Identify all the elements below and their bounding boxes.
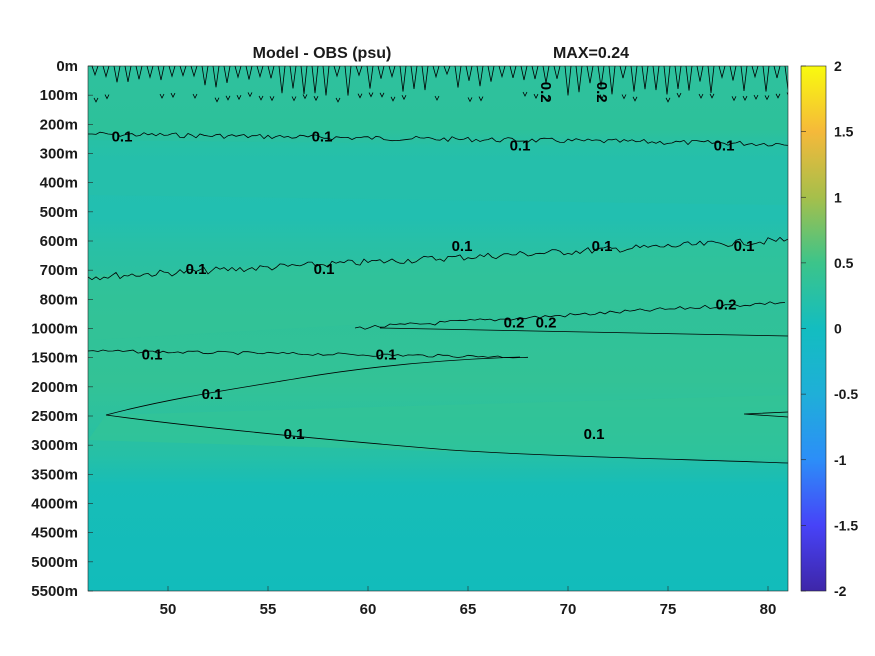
contour-label: 0.2 [504, 315, 525, 332]
y-tick-label: 300m [40, 146, 78, 163]
contour-line-deep-lower [105, 414, 788, 464]
contour-label: 0.1 [734, 238, 755, 255]
y-tick-label: 4500m [31, 525, 78, 542]
colorbar-tick-label: 1.5 [834, 124, 854, 140]
contour-line-top [91, 66, 788, 103]
x-tick-label: 75 [660, 601, 677, 618]
y-axis: 0m 100m 200m 300m 400m 500m 600m 700m 800m 1000m 1… [31, 58, 93, 600]
max-annotation: MAX=0.24 [553, 45, 629, 62]
plot-area: 0.1 0.1 0.1 0.1 0.1 0.1 0.1 0.1 0.1 0.2 0.2 0.2 0.1 0… [88, 66, 788, 591]
colorbar-tick-label: 0.5 [834, 255, 854, 271]
y-tick-label: 200m [40, 116, 78, 133]
colorbar-tick-label: -1 [834, 452, 847, 468]
x-tick-label: 55 [260, 601, 277, 618]
colorbar-ticks: 2 1.5 1 0.5 0 -0.5 -1 -1.5 -2 [801, 58, 858, 599]
field-band-mid [88, 240, 788, 340]
colorbar-tick-label: 0 [834, 321, 842, 337]
contour-line-300m [88, 131, 788, 147]
x-tick-label: 65 [460, 601, 477, 618]
x-tick-label: 50 [160, 601, 177, 618]
colorbar-tick-label: 2 [834, 58, 842, 74]
contour-label: 0.1 [314, 261, 335, 278]
contour-line-700m [88, 236, 788, 281]
contour-label: 0.2 [716, 296, 737, 313]
contour-label: 0.1 [312, 128, 333, 145]
contour-label: 0.1 [714, 138, 735, 155]
field-band-upper [88, 140, 788, 205]
contour-label: 0.1 [592, 238, 613, 255]
contour-label: 0.1 [510, 138, 531, 155]
contour-label: 0.2 [593, 82, 610, 103]
y-tick-label: 1000m [31, 321, 78, 338]
contour-labels: 0.1 0.1 0.1 0.1 0.1 0.1 0.1 0.1 0.1 0.2 0.2 0.2 0.1 0… [112, 82, 755, 443]
y-tick-label: 4000m [31, 496, 78, 513]
y-tick-label: 700m [40, 262, 78, 279]
y-tick-label: 5000m [31, 554, 78, 571]
x-tick-label: 70 [560, 601, 577, 618]
y-tick-label: 500m [40, 204, 78, 221]
contour-label: 0.1 [284, 426, 305, 443]
contour-label: 0.1 [112, 128, 133, 145]
colorbar-tick-label: -2 [834, 583, 847, 599]
contour-line-1000m [354, 301, 788, 337]
y-tick-label: 1500m [31, 350, 78, 367]
contour-label: 0.1 [186, 261, 207, 278]
contour-label: 0.2 [537, 82, 554, 103]
colorbar: 2 1.5 1 0.5 0 -0.5 -1 -1.5 -2 [800, 58, 858, 599]
colorbar-tick-label: -1.5 [834, 517, 858, 533]
contour-line-1500m [88, 349, 529, 359]
contour-line-right-tip [743, 411, 788, 418]
colorbar-tick-label: 1 [834, 189, 842, 205]
colorbar-tick-label: -0.5 [834, 386, 858, 402]
y-tick-label: 600m [40, 233, 78, 250]
y-tick-label: 0m [56, 58, 78, 75]
y-tick-label: 100m [40, 87, 78, 104]
y-tick-label: 3000m [31, 437, 78, 454]
contour-lines [88, 66, 788, 464]
contour-label: 0.1 [142, 347, 163, 364]
x-axis: 50 55 60 65 70 75 80 [160, 586, 777, 618]
y-tick-label: 5500m [31, 583, 78, 600]
y-tick-label: 2000m [31, 379, 78, 396]
contour-label: 0.1 [376, 347, 397, 364]
contour-label: 0.1 [202, 386, 223, 403]
contour-label: 0.1 [584, 426, 605, 443]
field-band-deep [88, 395, 788, 462]
contour-label: 0.2 [536, 315, 557, 332]
contour-label: 0.1 [452, 238, 473, 255]
y-tick-label: 800m [40, 291, 78, 308]
x-tick-label: 80 [760, 601, 777, 618]
y-tick-label: 2500m [31, 408, 78, 425]
contour-line-deep [105, 356, 521, 416]
x-tick-label: 60 [360, 601, 377, 618]
y-tick-label: 3500m [31, 466, 78, 483]
y-tick-label: 400m [40, 175, 78, 192]
chart-title: Model - OBS (psu) [253, 45, 392, 62]
